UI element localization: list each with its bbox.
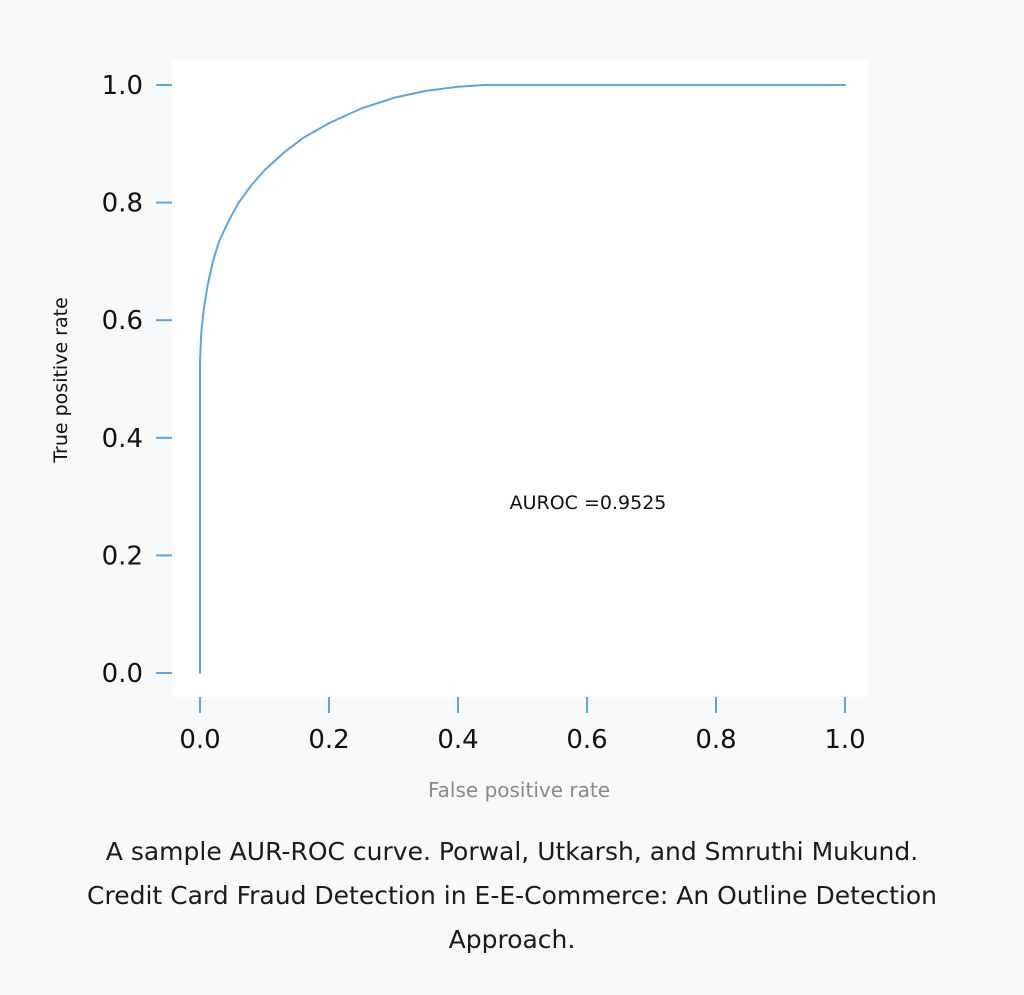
x-axis: 0.0 0.2 0.4 0.6 0.8 1.0 xyxy=(179,697,866,755)
y-tick-label: 0.6 xyxy=(102,306,143,336)
y-axis: 0.0 0.2 0.4 0.6 0.8 1.0 xyxy=(102,71,172,689)
caption-line-2: Credit Card Fraud Detection in E-E-Comme… xyxy=(87,881,937,910)
x-tick-label: 0.8 xyxy=(695,725,736,755)
x-axis-label: False positive rate xyxy=(428,778,610,802)
x-tick-label: 0.6 xyxy=(566,725,607,755)
plot-area xyxy=(172,60,868,697)
x-tick-label: 0.4 xyxy=(437,725,478,755)
y-tick-label: 0.2 xyxy=(102,541,143,571)
roc-curve-line xyxy=(199,84,846,674)
x-tick-label: 0.2 xyxy=(308,725,349,755)
series-layer xyxy=(199,84,846,674)
x-tick-label: 1.0 xyxy=(824,725,865,755)
y-tick-label: 0.0 xyxy=(102,659,143,689)
y-tick-label: 1.0 xyxy=(102,71,143,101)
y-tick-label: 0.4 xyxy=(102,424,143,454)
caption-line-1: A sample AUR-ROC curve. Porwal, Utkarsh,… xyxy=(105,837,919,866)
caption-line-3: Approach. xyxy=(448,925,576,954)
y-tick-label: 0.8 xyxy=(102,189,143,219)
y-axis-label: True positive rate xyxy=(50,297,72,464)
figure-caption: A sample AUR-ROC curve. Porwal, Utkarsh,… xyxy=(40,830,984,962)
auroc-annotation: AUROC =0.9525 xyxy=(510,492,667,514)
x-tick-label: 0.0 xyxy=(179,725,220,755)
roc-chart: 0.0 0.2 0.4 0.6 0.8 1.0 0.0 0.2 0.4 0.6 0.8 1.0 AU… xyxy=(50,60,868,802)
